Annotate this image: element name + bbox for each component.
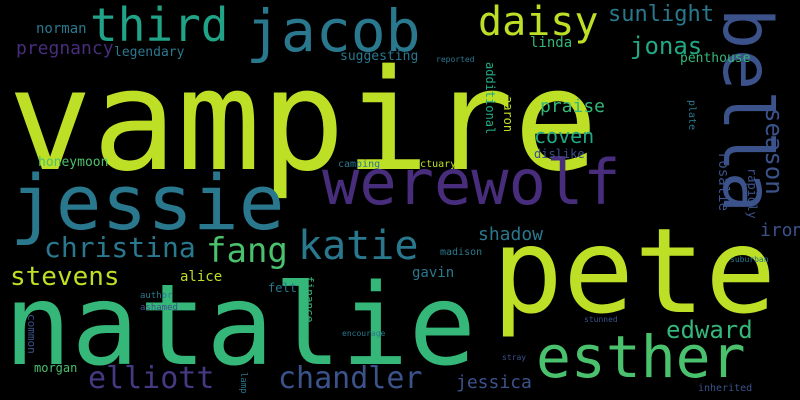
- word-rapidly: rapidly: [745, 168, 759, 219]
- word-ashamed: ashamed: [140, 303, 178, 313]
- word-iron: iron: [760, 220, 800, 241]
- word-season: season: [760, 108, 788, 195]
- word-plate: plate: [686, 100, 697, 131]
- word-jonas: jonas: [630, 32, 703, 60]
- word-elliott: elliott: [88, 361, 215, 396]
- word-natalie: natalie: [4, 261, 477, 391]
- word-sanctuary: sanctuary: [402, 159, 457, 170]
- word-legendary: legendary: [114, 45, 185, 60]
- word-jacob: jacob: [246, 0, 421, 65]
- word-suburban: suburban: [730, 255, 769, 264]
- word-rosalie: rosalie: [715, 152, 731, 212]
- word-camping: camping: [338, 159, 381, 170]
- word-stunned: stunned: [584, 315, 618, 324]
- word-norman: norman: [36, 21, 87, 37]
- word-morgan: morgan: [34, 361, 78, 375]
- word-katie: katie: [298, 223, 419, 269]
- word-finance: finance: [303, 276, 316, 323]
- word-stray: stray: [502, 353, 527, 362]
- word-jessica: jessica: [456, 372, 532, 393]
- word-suggesting: suggesting: [340, 49, 419, 64]
- word-reported: reported: [436, 55, 475, 64]
- word-gavin: gavin: [412, 265, 455, 281]
- word-author: author: [140, 291, 173, 301]
- word-pregnancy: pregnancy: [16, 38, 114, 59]
- word-sunlight: sunlight: [608, 2, 714, 27]
- word-christina: christina: [44, 231, 196, 264]
- word-pete: pete: [492, 202, 777, 340]
- word-jessie: jessie: [10, 158, 285, 247]
- word-aaron: aaron: [501, 96, 515, 133]
- word-inherited: inherited: [698, 383, 753, 394]
- word-additional: additional: [483, 62, 497, 135]
- word-madison: madison: [440, 247, 483, 258]
- word-edward: edward: [666, 316, 753, 344]
- word-fang: fang: [206, 231, 288, 271]
- word-coven: coven: [534, 124, 595, 148]
- word-felt: felt: [268, 281, 297, 295]
- word-encourage: encourage: [342, 329, 386, 338]
- word-werewolf: werewolf: [322, 146, 621, 219]
- word-chandler: chandler: [278, 361, 423, 396]
- word-penthouse: penthouse: [680, 51, 751, 66]
- word-shadow: shadow: [478, 224, 544, 245]
- word-lamp: lamp: [238, 372, 248, 394]
- word-common: common: [25, 314, 38, 354]
- word-alice: alice: [180, 269, 223, 285]
- word-vampire: vampire: [8, 40, 599, 203]
- word-daisy: daisy: [478, 0, 599, 45]
- word-stevens: stevens: [10, 262, 120, 292]
- word-praise: praise: [540, 96, 606, 117]
- word-dislike: dislike: [534, 147, 585, 161]
- word-esther: esther: [536, 323, 746, 391]
- word-third: third: [90, 0, 229, 52]
- word-honeymoon: honeymoon: [38, 155, 109, 170]
- word-linda: linda: [530, 35, 573, 51]
